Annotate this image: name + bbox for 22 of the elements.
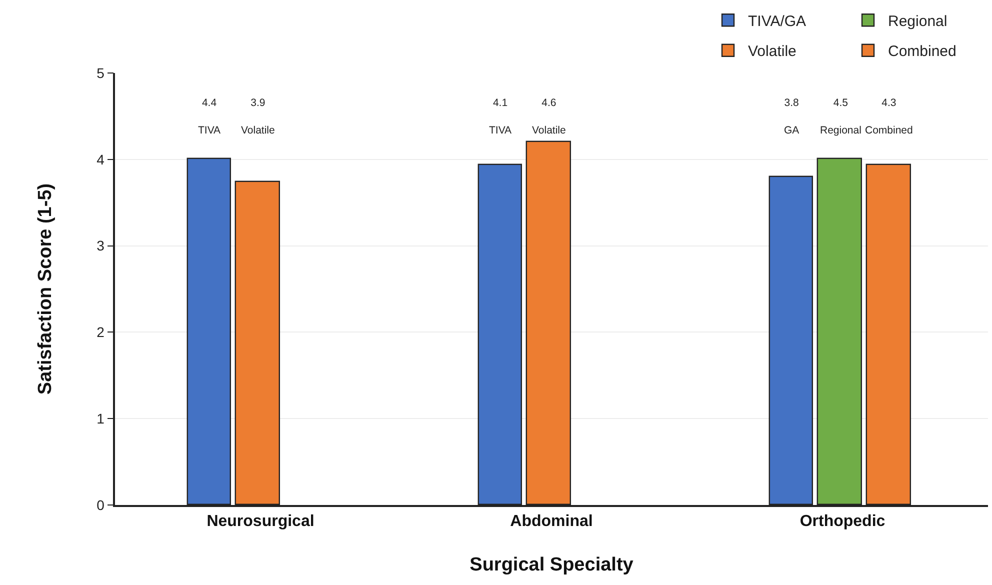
y-tick-label: 2: [96, 324, 105, 340]
text: 4.6 Volatile: [532, 97, 566, 136]
legend-label: Volatile: [748, 43, 796, 60]
y-tick-label: 1: [96, 410, 105, 426]
text: 3.9 Volatile: [241, 97, 275, 136]
text: 4.5 Regional: [820, 97, 862, 136]
y-tick-label: 5: [96, 64, 105, 81]
y-axis-title: Satisfaction Score (1-5): [35, 183, 56, 395]
y-tick-label: 3: [96, 238, 105, 254]
x-axis-title: Surgical Specialty: [470, 554, 634, 576]
legend-label: Regional: [888, 12, 948, 30]
text: 4.4 TIVA: [198, 97, 221, 136]
text: 4.3 Combined: [865, 97, 913, 136]
y-tick-label: 0: [96, 496, 105, 513]
text: 3.8 GA: [784, 97, 800, 136]
text: 4.1 TIVA: [489, 97, 512, 136]
x-tick-label: Abdominal: [510, 512, 593, 530]
legend-label: Combined: [888, 43, 956, 60]
x-tick-label: Neurosurgical: [206, 512, 314, 530]
y-tick-label: 4: [96, 151, 105, 168]
x-tick-label: Orthopedic: [800, 512, 886, 530]
legend-label: TIVA/GA: [748, 12, 806, 30]
